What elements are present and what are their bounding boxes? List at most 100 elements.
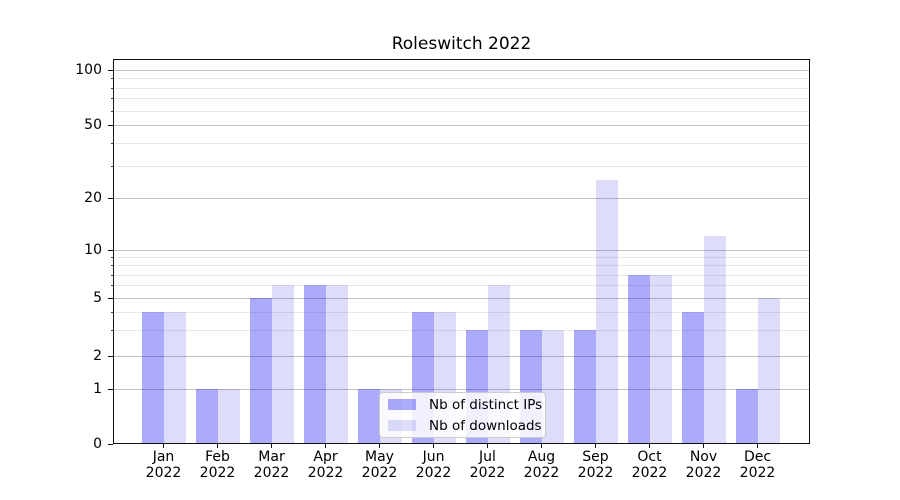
y-minor-tick-90 xyxy=(111,77,113,79)
y-minor-tick-80 xyxy=(111,87,113,89)
x-label-year: 2022 xyxy=(577,464,614,481)
x-label-year: 2022 xyxy=(469,464,506,481)
y-minor-tick-4 xyxy=(111,311,113,313)
gridline-minor-60 xyxy=(114,110,809,112)
x-tick-nov xyxy=(703,444,704,448)
x-label-year: 2022 xyxy=(685,464,722,481)
x-label-month: Dec xyxy=(743,449,772,465)
x-label-month: Sep xyxy=(582,449,609,465)
gridline-minor-30 xyxy=(114,165,809,167)
bar-nb-of-distinct-ips-oct xyxy=(627,274,650,443)
bar-nb-of-downloads-jan xyxy=(163,312,186,443)
x-label-month: Oct xyxy=(637,449,662,465)
gridline-100 xyxy=(114,69,809,71)
chart-title: Roleswitch 2022 xyxy=(391,34,532,54)
bar-nb-of-distinct-ips-nov xyxy=(681,312,704,443)
x-tick-dec xyxy=(757,444,758,448)
x-label-month: Feb xyxy=(205,449,230,465)
y-tick-label-20: 20 xyxy=(84,190,102,206)
bar-nb-of-distinct-ips-may xyxy=(357,389,380,443)
x-tick-feb xyxy=(217,444,218,448)
x-tick-label-may: May 2022 xyxy=(350,449,410,481)
x-tick-label-jun: Jun 2022 xyxy=(404,449,464,481)
bar-nb-of-distinct-ips-feb xyxy=(195,389,218,443)
x-tick-jul xyxy=(487,444,488,448)
bar-nb-of-downloads-dec xyxy=(757,298,780,443)
y-tick-1 xyxy=(108,388,113,390)
x-tick-label-jan: Jan 2022 xyxy=(134,449,194,481)
gridline-minor-8 xyxy=(114,264,809,266)
y-minor-tick-40 xyxy=(111,142,113,144)
bar-nb-of-downloads-sep xyxy=(595,180,618,443)
legend-swatch-nb-of-distinct-ips xyxy=(388,399,416,410)
legend: Nb of distinct IPs Nb of downloads xyxy=(379,392,546,438)
bar-nb-of-downloads-apr xyxy=(325,285,348,443)
x-label-year: 2022 xyxy=(253,464,290,481)
y-minor-tick-30 xyxy=(111,165,113,167)
gridline-minor-70 xyxy=(114,97,809,99)
y-minor-tick-3 xyxy=(111,329,113,331)
y-tick-label-1: 1 xyxy=(93,381,102,397)
gridline-10 xyxy=(114,249,809,251)
legend-swatch-nb-of-downloads xyxy=(388,420,416,431)
gridline-50 xyxy=(114,124,809,126)
x-tick-label-oct: Oct 2022 xyxy=(620,449,680,481)
gridline-minor-7 xyxy=(114,274,809,276)
x-label-year: 2022 xyxy=(307,464,344,481)
y-minor-tick-7 xyxy=(111,274,113,276)
bar-nb-of-downloads-aug xyxy=(541,330,564,443)
x-label-month: Aug xyxy=(527,449,556,465)
x-label-year: 2022 xyxy=(739,464,776,481)
x-tick-aug xyxy=(541,444,542,448)
x-label-year: 2022 xyxy=(145,464,182,481)
legend-label-nb-of-downloads: Nb of downloads xyxy=(429,417,542,434)
gridline-minor-40 xyxy=(114,142,809,144)
legend-row-nb-of-downloads: Nb of downloads xyxy=(388,418,545,434)
x-tick-label-mar: Mar 2022 xyxy=(242,449,302,481)
y-tick-50 xyxy=(108,124,113,126)
gridline-1 xyxy=(114,388,809,390)
y-tick-label-10: 10 xyxy=(84,242,102,258)
x-tick-label-jul: Jul 2022 xyxy=(458,449,518,481)
x-tick-mar xyxy=(271,444,272,448)
legend-label-nb-of-distinct-ips: Nb of distinct IPs xyxy=(429,396,543,413)
gridline-minor-90 xyxy=(114,77,809,79)
bar-nb-of-downloads-mar xyxy=(271,285,294,443)
x-tick-jan xyxy=(163,444,164,448)
gridline-5 xyxy=(114,297,809,299)
y-minor-tick-8 xyxy=(111,264,113,266)
x-label-month: May xyxy=(365,449,394,465)
bar-nb-of-distinct-ips-sep xyxy=(573,330,596,443)
y-minor-tick-9 xyxy=(111,256,113,258)
y-tick-5 xyxy=(108,297,113,299)
x-tick-label-dec: Dec 2022 xyxy=(728,449,788,481)
bar-nb-of-distinct-ips-mar xyxy=(249,298,272,443)
x-label-month: Apr xyxy=(313,449,338,465)
x-label-month: Mar xyxy=(258,449,285,465)
y-minor-tick-70 xyxy=(111,97,113,99)
bar-nb-of-distinct-ips-dec xyxy=(735,389,758,443)
x-label-year: 2022 xyxy=(523,464,560,481)
bar-nb-of-distinct-ips-jan xyxy=(141,312,164,443)
x-tick-label-sep: Sep 2022 xyxy=(566,449,626,481)
gridline-2 xyxy=(114,355,809,357)
gridline-minor-6 xyxy=(114,284,809,286)
gridline-20 xyxy=(114,197,809,199)
x-tick-sep xyxy=(595,444,596,448)
x-label-year: 2022 xyxy=(361,464,398,481)
y-tick-label-2: 2 xyxy=(93,348,102,364)
y-minor-tick-60 xyxy=(111,110,113,112)
y-tick-2 xyxy=(108,355,113,357)
plot-area xyxy=(113,59,810,444)
gridline-minor-80 xyxy=(114,87,809,89)
y-tick-label-50: 50 xyxy=(84,117,102,133)
x-tick-oct xyxy=(649,444,650,448)
gridline-minor-4 xyxy=(114,311,809,313)
x-label-year: 2022 xyxy=(415,464,452,481)
bar-nb-of-downloads-nov xyxy=(703,236,726,443)
y-tick-label-100: 100 xyxy=(75,62,102,78)
legend-row-nb-of-distinct-ips: Nb of distinct IPs xyxy=(388,397,545,413)
bar-nb-of-distinct-ips-apr xyxy=(303,285,326,443)
x-tick-label-feb: Feb 2022 xyxy=(188,449,248,481)
x-tick-label-apr: Apr 2022 xyxy=(296,449,356,481)
